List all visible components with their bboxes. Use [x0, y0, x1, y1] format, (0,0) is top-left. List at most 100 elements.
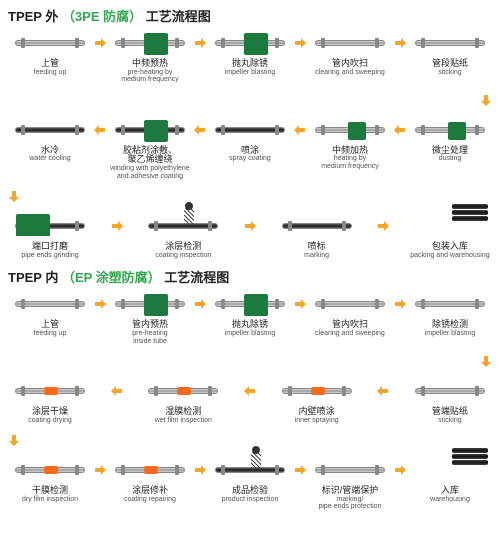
arrow-down-icon — [8, 182, 92, 210]
step-label-cn: 标识/管端保护 — [322, 486, 379, 496]
arrow-right-icon — [93, 456, 107, 484]
step-label-en: inner spraying — [295, 417, 339, 424]
process-step: 管端贴纸 sticking — [408, 377, 492, 424]
step-icon — [10, 212, 90, 240]
process-step: 喷标 marking — [275, 212, 359, 259]
process-step: 上管 feeding up — [8, 29, 92, 76]
step-label-en: feeding up — [34, 69, 67, 76]
step-label-cn: 湿膜检测 — [165, 407, 201, 417]
step-icon — [110, 116, 190, 144]
step-label-en: product inspection — [222, 496, 279, 503]
step-icon — [210, 456, 290, 484]
step-label-cn: 包装入库 — [432, 242, 468, 252]
step-label-cn: 管段贴纸 — [432, 59, 468, 69]
step-label-en: coating drying — [28, 417, 72, 424]
arrow-right-icon — [110, 212, 124, 240]
step-icon — [10, 377, 90, 405]
arrow-right-icon — [293, 290, 307, 318]
step-label-en: wet film inspection — [155, 417, 212, 424]
step-label-cn: 入库 — [441, 486, 459, 496]
step-icon — [310, 116, 390, 144]
step-label-cn: 喷涂 — [241, 146, 259, 156]
step-icon — [110, 456, 190, 484]
arrow-left-icon — [293, 116, 307, 144]
arrow-right-icon — [243, 212, 257, 240]
arrow-right-icon — [193, 29, 207, 57]
process-step: 干膜检测 dry film inspection — [8, 456, 92, 503]
arrow-right-icon — [393, 290, 407, 318]
arrow-left-icon — [193, 116, 207, 144]
diagram-title: TPEP 内 （EP 涂塑防腐） 工艺流程图 — [8, 267, 492, 286]
step-icon — [410, 456, 490, 484]
arrow-right-icon — [93, 29, 107, 57]
step-label-en: sticking — [438, 69, 461, 76]
process-row: 端口打磨 pipe ends grinding 涂层检测 coating ins… — [8, 212, 492, 259]
step-label-en: feeding up — [34, 330, 67, 337]
process-step: 中频加热 heating bymedium frequency — [308, 116, 392, 171]
process-step: 管段贴纸 sticking — [408, 29, 492, 76]
arrow-left-icon — [376, 377, 390, 405]
process-step: 入库 warehousing — [408, 456, 492, 503]
arrow-right-icon — [376, 212, 390, 240]
step-label-en: dusting — [439, 155, 462, 162]
step-label-cn: 管内吹扫 — [332, 320, 368, 330]
step-label-en: coating inspection — [155, 252, 211, 259]
step-label-en: heating bymedium frequency — [321, 155, 379, 170]
diagram-title: TPEP 外 （3PE 防腐） 工艺流程图 — [8, 6, 492, 25]
process-step: 抛丸除锈 impeller blasting — [208, 290, 292, 337]
arrow-left-icon — [93, 116, 107, 144]
step-icon — [410, 212, 490, 240]
process-step: 水冷 water cooling — [8, 116, 92, 163]
step-label-cn: 上管 — [41, 59, 59, 69]
step-label-en: pre-heatinginside tube — [132, 330, 167, 345]
step-icon — [143, 377, 223, 405]
step-icon — [110, 29, 190, 57]
step-icon — [410, 377, 490, 405]
step-icon — [210, 29, 290, 57]
step-label-en: packing and warehousing — [410, 252, 489, 259]
arrow-left-icon — [243, 377, 257, 405]
step-label-en: clearing and sweeping — [315, 330, 385, 337]
process-step: 管内吹扫 clearing and sweeping — [308, 29, 392, 76]
step-label-en: impeller blasting — [225, 69, 276, 76]
process-step: 中频预热 pre-heating bymedium frequency — [108, 29, 192, 84]
process-step: 包装入库 packing and warehousing — [408, 212, 492, 259]
step-icon — [10, 29, 90, 57]
step-icon — [410, 116, 490, 144]
step-label-cn: 胶粘剂涂敷、聚乙烯缠绕 — [123, 146, 177, 166]
step-label-en: coating repairing — [124, 496, 176, 503]
process-step: 涂层检测 coating inspection — [141, 212, 225, 259]
arrow-right-icon — [193, 290, 207, 318]
step-label-en: marking — [304, 252, 329, 259]
step-label-en: marking/pipe ends protection — [318, 496, 381, 511]
step-label-cn: 喷标 — [308, 242, 326, 252]
step-label-cn: 水冷 — [41, 146, 59, 156]
process-step: 标识/管端保护 marking/pipe ends protection — [308, 456, 392, 511]
step-icon — [310, 456, 390, 484]
process-row: 上管 feeding up 管内预热 pre-heatinginside tub… — [8, 290, 492, 345]
step-label-en: pipe ends grinding — [21, 252, 78, 259]
step-label-cn: 抛丸除锈 — [232, 320, 268, 330]
step-label-cn: 成品检验 — [232, 486, 268, 496]
process-step: 胶粘剂涂敷、聚乙烯缠绕 winding with polyethyleneand… — [108, 116, 192, 180]
arrow-right-icon — [193, 456, 207, 484]
step-icon — [310, 290, 390, 318]
arrow-down-icon — [8, 426, 92, 454]
step-label-cn: 管内吹扫 — [332, 59, 368, 69]
step-icon — [210, 290, 290, 318]
step-label-cn: 管端贴纸 — [432, 407, 468, 417]
arrow-right-icon — [93, 290, 107, 318]
step-label-en: warehousing — [430, 496, 470, 503]
arrow-down-icon — [408, 86, 492, 114]
step-label-en: impeller blasting — [425, 330, 476, 337]
step-icon — [210, 116, 290, 144]
process-step: 除锈检测 impeller blasting — [408, 290, 492, 337]
process-step: 涂层干燥 coating drying — [8, 377, 92, 424]
process-row: 水冷 water cooling 胶粘剂涂敷、聚乙烯缠绕 winding wit… — [8, 116, 492, 180]
step-label-en: dry film inspection — [22, 496, 78, 503]
step-label-cn: 中频加热 — [332, 146, 368, 156]
step-label-cn: 涂层修补 — [132, 486, 168, 496]
process-step: 涂层修补 coating repairing — [108, 456, 192, 503]
step-icon — [110, 290, 190, 318]
step-icon — [277, 212, 357, 240]
